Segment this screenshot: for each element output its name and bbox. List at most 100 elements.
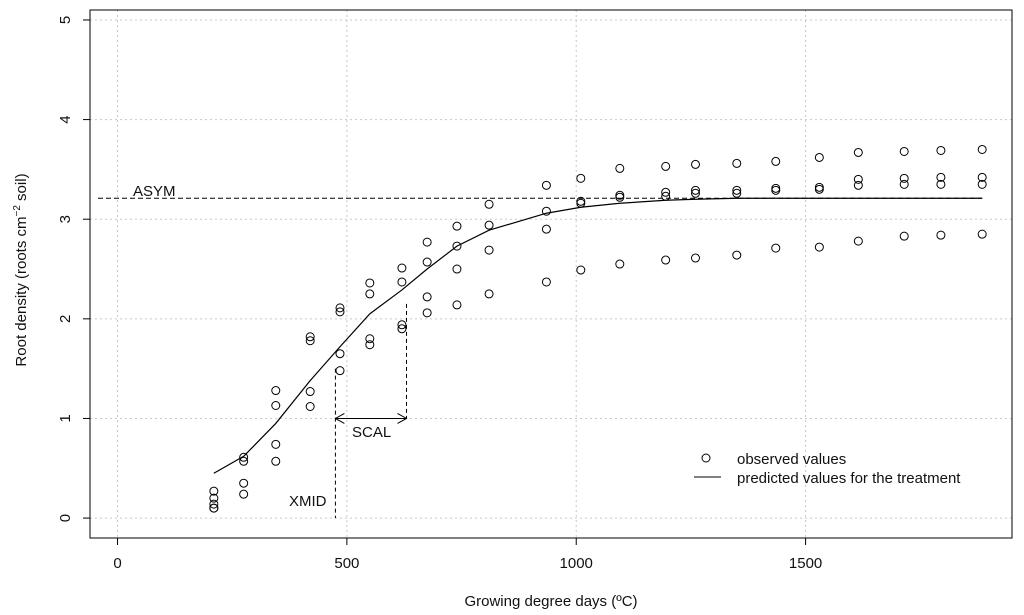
observed-point: [690, 253, 700, 263]
observed-point: [732, 185, 742, 195]
observed-point: [239, 456, 249, 466]
observed-point: [305, 332, 315, 342]
observed-point: [899, 231, 909, 241]
observed-point: [814, 242, 824, 252]
observed-point: [541, 206, 551, 216]
y-tick-label: 0: [57, 514, 74, 522]
observed-point: [661, 255, 671, 265]
observed-point: [615, 190, 625, 200]
observed-point: [335, 366, 345, 376]
y-axis-label-superscript: −2: [12, 205, 23, 217]
predicted-series: [213, 197, 983, 474]
observed-point: [239, 489, 249, 499]
y-tick-label: 5: [57, 16, 74, 24]
observed-point: [853, 180, 863, 190]
observed-point: [936, 230, 946, 240]
observed-point: [661, 191, 671, 201]
observed-point: [422, 257, 432, 267]
observed-point: [239, 452, 249, 462]
observed-point: [615, 192, 625, 202]
legend-observed-marker: [701, 453, 711, 463]
observed-point: [541, 277, 551, 287]
observed-point: [936, 172, 946, 182]
observed-point: [365, 278, 375, 288]
grid: [90, 10, 1012, 538]
observed-point: [853, 147, 863, 157]
observed-point: [576, 198, 586, 208]
observed-point: [397, 320, 407, 330]
x-axis-label: Growing degree days (ºC): [464, 593, 637, 610]
scal-arrow-right-head: [397, 413, 408, 424]
observed-point: [771, 156, 781, 166]
x-tick-label: 500: [334, 555, 359, 572]
observed-point: [484, 245, 494, 255]
observed-point: [977, 144, 987, 154]
observed-point: [209, 499, 219, 509]
observed-point: [576, 173, 586, 183]
observed-point: [271, 401, 281, 411]
observed-point: [541, 224, 551, 234]
observed-point: [732, 188, 742, 198]
observed-point: [365, 334, 375, 344]
observed-point: [484, 289, 494, 299]
observed-point: [661, 187, 671, 197]
observed-point: [484, 220, 494, 230]
observed-point: [899, 179, 909, 189]
observed-point: [422, 308, 432, 318]
observed-point: [814, 152, 824, 162]
legend-observed-label: observed values: [737, 451, 846, 468]
observed-point: [771, 243, 781, 253]
observed-point: [271, 386, 281, 396]
observed-point: [452, 241, 462, 251]
observed-point: [771, 183, 781, 193]
observed-point: [397, 277, 407, 287]
y-axis-label-prefix: Root density (roots cm: [13, 217, 30, 367]
observed-point: [936, 179, 946, 189]
axes: 0 500 1000 1500 0 1 2 3 4 5: [57, 16, 822, 572]
legend-predicted-label: predicted values for the treatment: [737, 470, 961, 487]
observed-point: [690, 185, 700, 195]
asym-annotation: ASYM: [133, 183, 176, 200]
observed-point: [422, 292, 432, 302]
y-axis-label: Root density (roots cm−2 soil): [12, 173, 30, 366]
observed-point: [335, 349, 345, 359]
x-tick-label: 0: [113, 555, 121, 572]
x-tick-label: 1000: [560, 555, 593, 572]
predicted-line: [213, 197, 983, 474]
observed-point: [977, 179, 987, 189]
observed-point: [732, 250, 742, 260]
observed-point: [771, 185, 781, 195]
observed-point: [977, 229, 987, 239]
observed-series: [209, 144, 987, 513]
observed-point: [541, 180, 551, 190]
y-axis-label-suffix: soil): [13, 173, 30, 205]
observed-point: [422, 237, 432, 247]
y-tick-label: 2: [57, 315, 74, 323]
observed-point: [305, 401, 315, 411]
observed-point: [814, 184, 824, 194]
observed-point: [335, 303, 345, 313]
observed-point: [397, 263, 407, 273]
scal-arrow-left-head: [334, 413, 345, 424]
observed-point: [271, 456, 281, 466]
observed-point: [305, 387, 315, 397]
observed-point: [936, 145, 946, 155]
observed-point: [335, 307, 345, 317]
observed-point: [305, 336, 315, 346]
observed-point: [209, 486, 219, 496]
observed-point: [615, 259, 625, 269]
observed-point: [365, 289, 375, 299]
observed-point: [899, 173, 909, 183]
observed-point: [484, 199, 494, 209]
y-tick-label: 1: [57, 414, 74, 422]
observed-point: [853, 174, 863, 184]
observed-point: [452, 300, 462, 310]
observed-point: [452, 264, 462, 274]
observed-point: [576, 196, 586, 206]
observed-point: [271, 439, 281, 449]
observed-point: [365, 340, 375, 350]
observed-point: [690, 188, 700, 198]
observed-point: [209, 493, 219, 503]
observed-point: [239, 478, 249, 488]
plot-frame: [89, 9, 1013, 539]
